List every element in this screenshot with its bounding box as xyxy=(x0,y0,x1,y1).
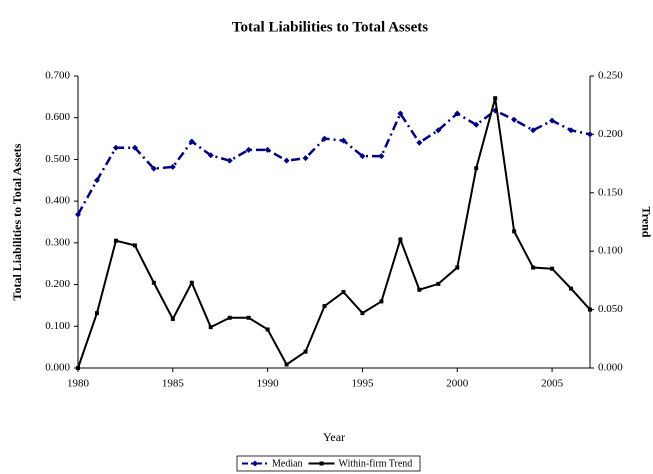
point-marker xyxy=(531,265,536,270)
y2-tick-label: 0.200 xyxy=(598,128,623,140)
point-marker xyxy=(189,280,194,285)
point-marker xyxy=(284,362,289,367)
point-marker xyxy=(587,131,593,138)
point-marker xyxy=(245,146,252,153)
point-marker xyxy=(398,237,403,242)
y2-tick-label: 0.050 xyxy=(598,303,623,315)
x-tick-label: 1980 xyxy=(67,378,90,390)
y-tick-label: 0.500 xyxy=(45,153,70,165)
point-marker xyxy=(436,281,441,286)
point-marker xyxy=(379,299,384,304)
point-marker xyxy=(473,121,480,128)
point-marker xyxy=(93,177,100,184)
y-tick-label: 0.600 xyxy=(45,111,70,123)
point-marker xyxy=(246,315,251,320)
x-tick-label: 2000 xyxy=(446,378,469,390)
x-tick-label: 1995 xyxy=(351,378,374,390)
point-marker xyxy=(493,96,498,101)
point-marker xyxy=(378,153,385,160)
y-tick-label: 0.200 xyxy=(45,278,70,290)
point-marker xyxy=(340,137,347,144)
y2-tick-label: 0.150 xyxy=(598,186,623,198)
x-axis-label: Year xyxy=(323,430,345,444)
point-marker xyxy=(303,349,308,354)
point-marker xyxy=(151,280,156,285)
point-marker xyxy=(265,327,270,332)
y-axis-label: Total Liabilities to Total Assets xyxy=(10,143,24,300)
point-marker xyxy=(511,116,518,123)
point-marker xyxy=(283,157,290,164)
point-marker xyxy=(455,265,460,270)
point-marker xyxy=(131,144,138,151)
legend-marker xyxy=(252,460,258,467)
point-marker xyxy=(208,325,213,330)
legend-marker xyxy=(319,461,324,466)
point-marker xyxy=(170,316,175,321)
series-line xyxy=(77,97,591,369)
y2-tick-label: 0.000 xyxy=(598,362,623,374)
point-marker xyxy=(132,243,137,248)
chart-title: Total Liabilities to Total Assets xyxy=(232,19,428,35)
point-marker xyxy=(435,127,442,134)
legend: Median Within-firm Trend xyxy=(236,455,421,472)
point-marker xyxy=(588,307,592,312)
y2-axis-label: Trend xyxy=(639,207,653,238)
point-marker xyxy=(188,138,195,145)
y-tick-label: 0.000 xyxy=(45,362,70,374)
y-tick-label: 0.400 xyxy=(45,195,70,207)
point-marker xyxy=(75,211,81,218)
point-marker xyxy=(76,366,80,370)
point-marker xyxy=(112,144,119,151)
point-marker xyxy=(150,165,157,172)
point-marker xyxy=(207,152,214,159)
point-marker xyxy=(113,238,118,243)
point-marker xyxy=(94,311,99,316)
y-tick-label: 0.300 xyxy=(45,236,70,248)
point-marker xyxy=(512,229,517,234)
point-marker xyxy=(549,117,556,124)
point-marker xyxy=(474,166,479,171)
point-marker xyxy=(454,110,461,117)
y2-tick-label: 0.250 xyxy=(598,70,623,82)
point-marker xyxy=(416,139,423,146)
series-line xyxy=(76,109,591,216)
point-marker xyxy=(169,163,176,170)
point-marker xyxy=(530,127,537,134)
point-marker xyxy=(568,127,575,134)
point-marker xyxy=(227,315,232,320)
point-marker xyxy=(322,304,327,309)
point-marker xyxy=(321,135,328,142)
x-tick-label: 1985 xyxy=(162,378,185,390)
point-marker xyxy=(264,146,271,153)
point-marker xyxy=(359,153,366,160)
legend-label: Within-firm Trend xyxy=(339,458,413,469)
point-marker xyxy=(226,157,233,164)
point-marker xyxy=(550,266,555,271)
point-marker xyxy=(302,155,309,162)
y-tick-label: 0.700 xyxy=(45,70,70,82)
point-marker xyxy=(360,311,365,316)
point-marker xyxy=(341,290,346,295)
legend-label: Median xyxy=(272,458,303,469)
point-marker xyxy=(417,287,422,292)
y-tick-label: 0.100 xyxy=(45,320,70,332)
y2-tick-label: 0.100 xyxy=(598,245,623,257)
x-tick-label: 2005 xyxy=(541,378,564,390)
point-marker xyxy=(569,286,574,291)
x-tick-label: 1990 xyxy=(257,378,280,390)
point-marker xyxy=(397,110,404,117)
